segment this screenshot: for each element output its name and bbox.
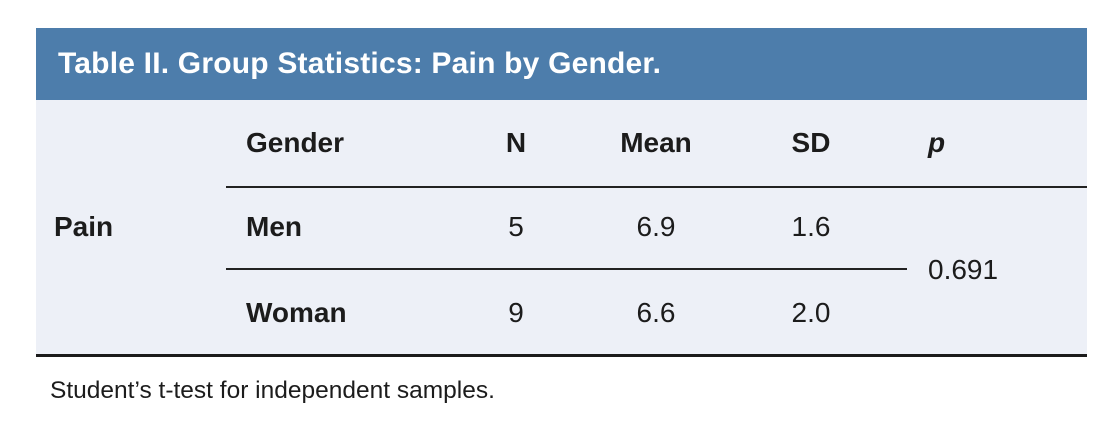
row-divider-rule xyxy=(226,268,907,270)
column-header-mean: Mean xyxy=(620,127,692,158)
p-value: 0.691 xyxy=(928,254,999,285)
row-group-label: Pain xyxy=(54,211,114,242)
cell-n-men: 5 xyxy=(508,211,524,242)
cell-sd-men: 1.6 xyxy=(791,211,831,242)
statistics-table-figure: Table II. Group Statistics: Pain by Gend… xyxy=(36,28,1087,357)
table-footnote: Student’s t-test for independent samples… xyxy=(50,377,495,404)
column-header-p: p xyxy=(928,127,946,158)
column-header-sd: SD xyxy=(791,127,831,158)
column-header-gender: Gender xyxy=(246,127,345,158)
table-header-row: Gender N Mean SD p xyxy=(36,100,1087,186)
cell-n-woman: 9 xyxy=(508,296,524,328)
cell-mean-men: 6.9 xyxy=(636,211,676,242)
table-row-woman: Woman 9 6.6 2.0 xyxy=(36,268,1087,357)
table-body: Gender N Mean SD p Pain Men 5 6.9 1.6 Wo… xyxy=(36,100,1087,357)
cell-gender-men: Men xyxy=(246,211,302,242)
table-row-men: Pain Men 5 6.9 1.6 xyxy=(36,186,1087,268)
cell-gender-woman: Woman xyxy=(246,296,347,328)
header-rule xyxy=(226,186,1087,188)
table-title: Table II. Group Statistics: Pain by Gend… xyxy=(58,47,662,80)
cell-mean-woman: 6.6 xyxy=(636,296,676,328)
table-title-bar: Table II. Group Statistics: Pain by Gend… xyxy=(36,28,1087,100)
cell-sd-woman: 2.0 xyxy=(791,296,831,328)
column-header-n: N xyxy=(505,127,527,158)
